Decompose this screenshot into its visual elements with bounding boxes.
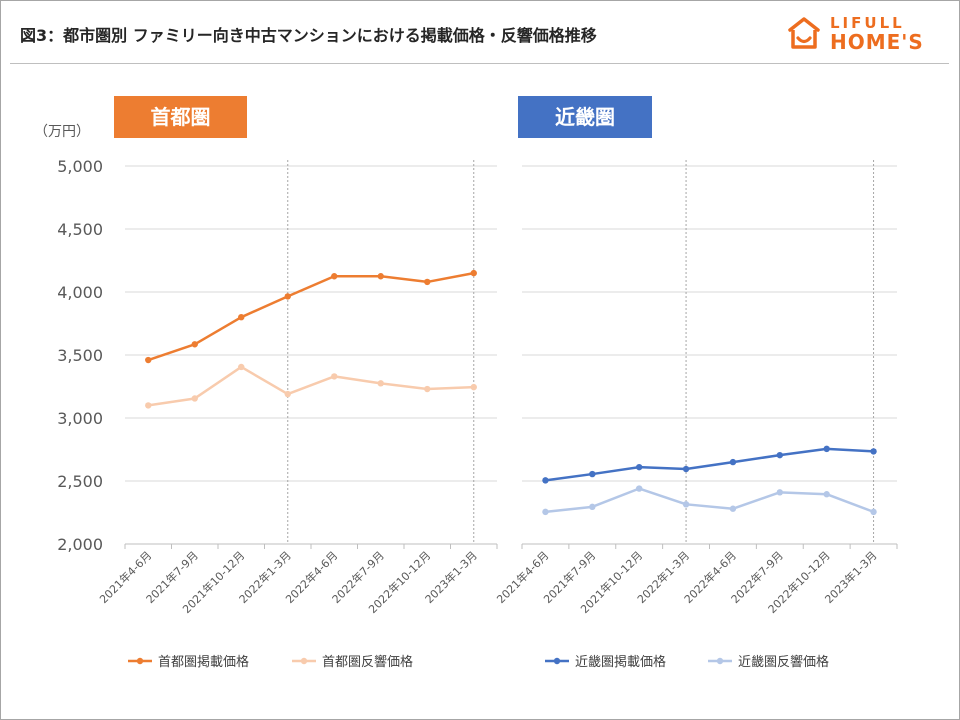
legend-label: 首都圏反響価格 xyxy=(322,654,413,670)
chart-panel-shutoken: 2,0002,5003,0003,5004,0004,5005,0002021年… xyxy=(57,157,498,670)
data-point xyxy=(589,470,596,478)
data-point xyxy=(682,465,690,473)
data-point xyxy=(191,395,198,402)
data-point xyxy=(470,269,477,277)
data-point xyxy=(635,463,643,471)
legend-marker xyxy=(300,657,308,665)
data-point xyxy=(776,451,784,459)
legend-label: 首都圏掲載価格 xyxy=(158,654,249,670)
chart-panel-kinki: 2021年4-6月2021年7-9月2021年10-12月2022年1-3月20… xyxy=(494,160,898,670)
series-line xyxy=(147,271,474,362)
data-point xyxy=(823,491,830,498)
data-point xyxy=(238,314,245,321)
data-point xyxy=(424,385,431,393)
series-line xyxy=(545,487,875,514)
data-point xyxy=(470,383,477,391)
data-point xyxy=(776,489,784,496)
data-point xyxy=(331,373,338,380)
legend-label: 近畿圏掲載価格 xyxy=(575,654,666,670)
series-line xyxy=(148,365,474,407)
y-unit-label: （万円） xyxy=(34,124,90,140)
logo-text-top: LIFULL xyxy=(830,14,905,32)
page-title: 図3：都市圏別 ファミリー向き中古マンションにおける掲載価格・反響価格推移 xyxy=(20,26,597,45)
data-point xyxy=(729,505,737,512)
data-point xyxy=(377,380,384,387)
legend-marker xyxy=(136,657,144,665)
y-tick-label: 5,000 xyxy=(57,157,103,176)
data-point xyxy=(635,485,643,492)
title-divider xyxy=(10,63,949,64)
series-line xyxy=(545,447,874,482)
house-icon xyxy=(788,17,820,49)
logo-text-bottom: HOME'S xyxy=(830,30,924,54)
panel-label-kinki: 近畿圏 xyxy=(518,96,652,138)
data-point xyxy=(377,273,384,280)
y-tick-label: 3,000 xyxy=(57,409,103,428)
data-point xyxy=(682,501,690,508)
data-point xyxy=(145,356,152,364)
y-tick-label: 2,000 xyxy=(57,535,103,554)
y-tick-label: 3,500 xyxy=(57,346,103,365)
data-point xyxy=(284,293,291,300)
lifull-homes-logo: LIFULL HOME'S xyxy=(786,14,936,54)
y-tick-label: 2,500 xyxy=(57,472,103,491)
data-point xyxy=(424,278,431,286)
panel-label-shutoken: 首都圏 xyxy=(114,96,247,138)
data-point xyxy=(284,390,291,398)
data-point xyxy=(729,458,737,466)
data-point xyxy=(589,503,596,511)
legend-marker xyxy=(553,657,561,665)
data-point xyxy=(542,477,549,484)
data-point xyxy=(191,341,198,348)
data-point xyxy=(870,448,877,455)
data-point xyxy=(331,273,338,280)
y-tick-label: 4,500 xyxy=(57,220,103,239)
y-tick-label: 4,000 xyxy=(57,283,103,302)
data-point xyxy=(542,508,549,516)
legend-marker xyxy=(716,657,724,665)
data-point xyxy=(238,363,245,371)
legend-label: 近畿圏反響価格 xyxy=(738,654,829,670)
data-point xyxy=(145,402,152,409)
data-point xyxy=(870,508,877,516)
data-point xyxy=(823,445,830,453)
